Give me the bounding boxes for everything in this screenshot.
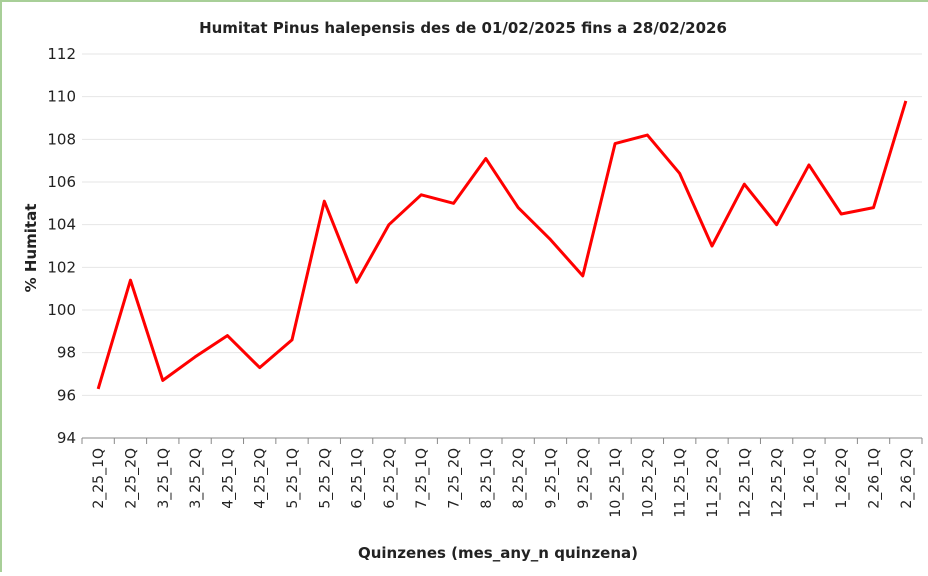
line-series [96,100,908,390]
x-axis-label: Quinzenes (mes_any_n quinzena) [358,544,638,562]
x-tick-label: 2_26_2Q [899,448,915,509]
y-tick-label: 112 [47,45,76,63]
x-tick-label: 2_26_1Q [867,448,883,509]
x-tick-label: 5_25_1Q [285,448,301,509]
x-tick-label: 3_25_2Q [188,448,204,509]
y-tick-label: 104 [47,216,76,234]
x-tick-label: 6_25_1Q [350,448,366,509]
y-tick-label: 94 [57,429,76,447]
x-tick-label: 7_25_1Q [414,448,430,509]
y-tick-label: 108 [47,130,76,148]
x-tick-label: 3_25_1Q [156,448,172,509]
x-tick-label: 12_25_1Q [737,448,753,518]
x-tick-label: 11_25_2Q [705,448,721,518]
x-tick-label: 9_25_2Q [576,448,592,509]
x-tick-label: 9_25_1Q [543,448,559,509]
y-tick-label: 96 [57,386,76,404]
x-tick-label: 1_26_1Q [802,448,818,509]
x-tick-label: 2_25_2Q [123,448,139,509]
x-tick-label: 5_25_2Q [317,448,333,509]
x-tick-label: 6_25_2Q [382,448,398,509]
y-tick-label: 110 [47,88,76,106]
x-tick-label: 11_25_1Q [673,448,689,518]
chart-title: Humitat Pinus halepensis des de 01/02/20… [199,19,727,37]
x-tick-label: 8_25_2Q [511,448,527,509]
x-tick-label: 2_25_1Q [91,448,107,509]
x-tick-label: 8_25_1Q [479,448,495,509]
x-tick-label: 10_25_1Q [608,448,624,518]
y-tick-label: 98 [57,344,76,362]
x-tick-label: 12_25_2Q [770,448,786,518]
y-tick-label: 102 [47,258,76,276]
x-tick-label: 10_25_2Q [640,448,656,518]
y-tick-label: 106 [47,173,76,191]
x-tick-label: 7_25_2Q [447,448,463,509]
y-axis-label: % Humitat [22,204,40,293]
x-tick-label: 4_25_2Q [253,448,269,509]
x-tick-label: 4_25_1Q [220,448,236,509]
x-tick-label: 1_26_2Q [834,448,850,509]
y-tick-label: 100 [47,301,76,319]
